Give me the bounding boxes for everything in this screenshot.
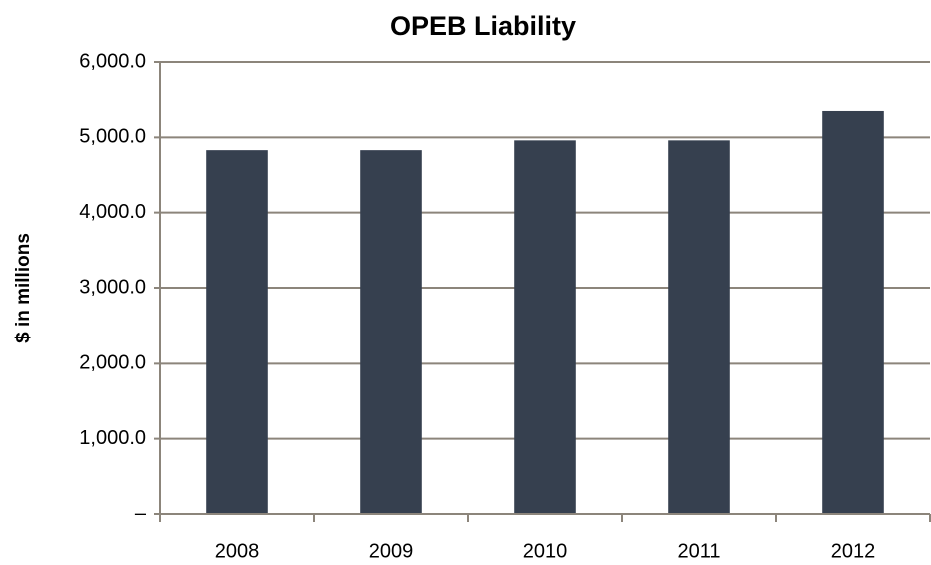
x-tick-label: 2010 xyxy=(523,540,568,562)
y-tick-label: 5,000.0 xyxy=(79,126,146,148)
bar xyxy=(360,150,422,514)
bar xyxy=(206,150,268,514)
x-tick-label: 2012 xyxy=(831,540,876,562)
chart-title: OPEB Liability xyxy=(390,11,576,41)
y-tick-label: 6,000.0 xyxy=(79,50,146,72)
y-tick-label: – xyxy=(135,502,147,524)
bar xyxy=(822,110,884,514)
y-tick-label: 2,000.0 xyxy=(79,352,146,374)
x-tick-label: 2009 xyxy=(369,540,414,562)
y-tick-label: 1,000.0 xyxy=(79,427,146,449)
bar xyxy=(514,140,576,514)
y-tick-label: 3,000.0 xyxy=(79,276,146,298)
y-axis-label: $ in millions xyxy=(13,233,34,343)
x-tick-label: 2011 xyxy=(677,540,720,562)
x-tick-label: 2008 xyxy=(215,540,260,562)
bar xyxy=(668,140,730,514)
y-tick-label: 4,000.0 xyxy=(79,201,146,223)
